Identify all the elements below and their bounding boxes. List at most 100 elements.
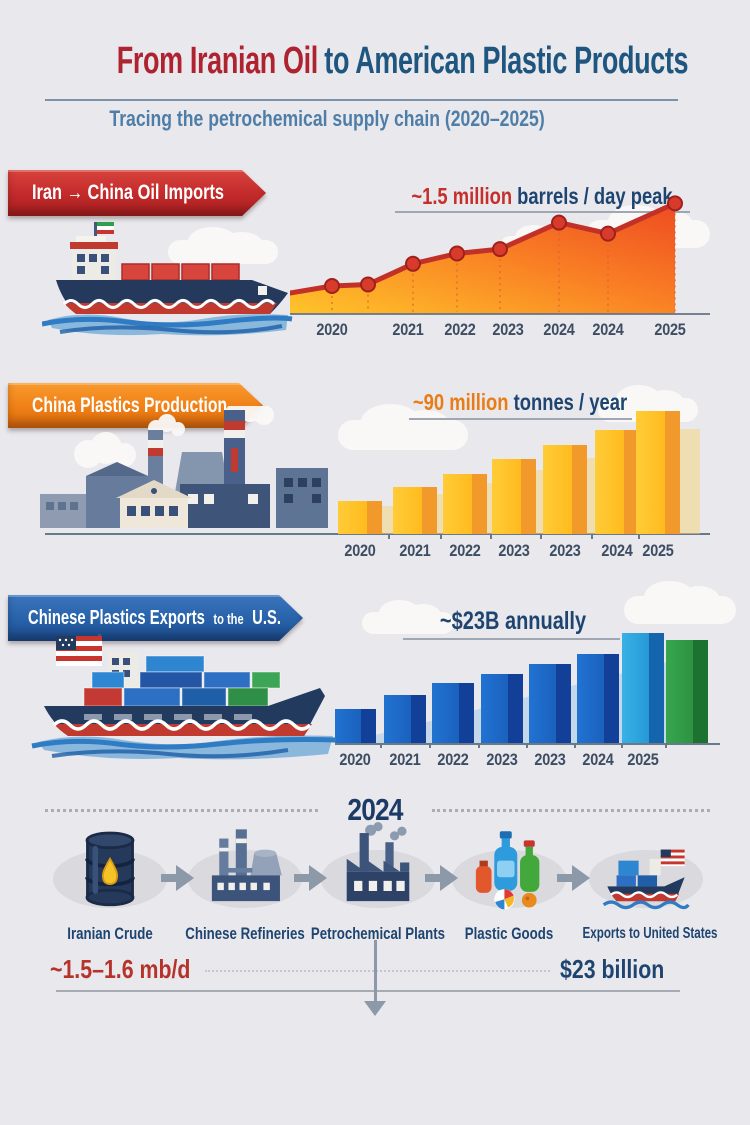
bar-exports-2020 bbox=[335, 709, 376, 743]
axis-tick bbox=[429, 743, 431, 748]
plastics-headline-underline bbox=[409, 418, 632, 420]
stat-export-value: $23 billion bbox=[560, 954, 665, 984]
oil-headline-accent: ~1.5 million bbox=[411, 183, 513, 209]
x-axis-label: 2025 bbox=[627, 750, 659, 769]
x-axis-label: 2023 bbox=[486, 750, 518, 769]
exports-section-banner: Chinese Plastics Exports to the U.S. bbox=[8, 595, 303, 641]
data-point-marker bbox=[600, 225, 616, 242]
oil-barrel-icon bbox=[85, 831, 135, 907]
container-ship-illustration bbox=[31, 634, 337, 760]
step-label-chinese-refineries: Chinese Refineries bbox=[185, 924, 305, 943]
axis-tick bbox=[539, 534, 542, 539]
data-point-marker bbox=[667, 195, 683, 212]
oil-chart-headline: ~1.5 million barrels / day peak bbox=[379, 183, 706, 210]
oil-imports-chart: ~1.5 million barrels / day peak 2020 2021… bbox=[290, 180, 710, 340]
x-axis-label: 2024 bbox=[601, 541, 633, 560]
plastics-headline-accent: ~90 million bbox=[412, 389, 509, 415]
axis-tick bbox=[591, 534, 593, 539]
x-axis-label: 2025 bbox=[642, 541, 674, 560]
x-axis-label: 2023 bbox=[498, 541, 530, 560]
down-arrow-stem bbox=[374, 940, 377, 1002]
plastics-ground-line bbox=[45, 533, 710, 535]
x-axis-label: 2022 bbox=[437, 750, 469, 769]
step-label-plastic-goods: Plastic Goods bbox=[464, 924, 554, 943]
bar-plastics-2023 bbox=[492, 458, 536, 534]
petrochemical-plant-icon bbox=[346, 822, 410, 902]
data-point-marker bbox=[405, 255, 421, 272]
x-axis-label: 2024 bbox=[592, 320, 624, 339]
axis-tick bbox=[489, 534, 492, 539]
exports-headline-text: ~$23B annually bbox=[439, 607, 587, 635]
step-label-petrochemical-plants: Petrochemical Plants bbox=[310, 924, 446, 943]
bar-exports-extra bbox=[666, 639, 708, 743]
oil-tanker-illustration bbox=[42, 222, 293, 336]
refinery-icon bbox=[211, 829, 282, 902]
plastics-chart-headline: ~90 million tonnes / year bbox=[386, 389, 654, 416]
axis-tick bbox=[440, 534, 442, 539]
plastic-goods-icon bbox=[475, 831, 540, 910]
x-axis-label: 2023 bbox=[549, 541, 581, 560]
axis-tick bbox=[620, 743, 623, 748]
axis-tick bbox=[526, 743, 528, 748]
subtitle: Tracing the petrochemical supply chain (… bbox=[109, 106, 545, 131]
bar-exports-2023 bbox=[529, 663, 571, 743]
exports-banner-small: to the bbox=[213, 610, 244, 628]
exports-bars-area: 2020 2021 2022 2023 2023 2024 2025 bbox=[335, 600, 725, 775]
step-label-exports-to-us: Exports to United States bbox=[582, 925, 718, 942]
data-point-marker bbox=[492, 241, 508, 258]
bar-exports-2022 bbox=[432, 683, 474, 743]
cloud bbox=[624, 580, 736, 624]
axis-tick bbox=[387, 534, 390, 539]
bar-plastics-2021 bbox=[393, 487, 437, 534]
factory-illustration bbox=[40, 406, 328, 528]
x-axis-label: 2020 bbox=[344, 541, 376, 560]
x-axis-label: 2021 bbox=[389, 750, 421, 769]
step-label-iranian-crude: Iranian Crude bbox=[67, 924, 153, 943]
plastics-banner-label: China Plastics Production bbox=[32, 393, 228, 417]
exports-chart-headline: ~$23B annually bbox=[422, 607, 605, 636]
x-axis-label: 2021 bbox=[392, 320, 424, 339]
plastics-section-banner: China Plastics Production bbox=[8, 383, 263, 428]
bar-exports-2024 bbox=[577, 654, 619, 743]
page-title: From Iranian Oil to American Plastic Prod… bbox=[0, 40, 716, 83]
us-flag bbox=[56, 636, 102, 666]
x-axis-label: 2022 bbox=[444, 320, 476, 339]
bottom-rule bbox=[56, 990, 680, 992]
oil-headline-underline bbox=[395, 211, 690, 213]
oil-x-axis-labels: 2020 2021 2022 2023 2024 2024 2025 bbox=[290, 320, 710, 340]
bar-plastics-2022 bbox=[443, 473, 487, 534]
x-axis-label: 2021 bbox=[399, 541, 431, 560]
x-axis-label: 2020 bbox=[339, 750, 371, 769]
cloud bbox=[362, 599, 454, 634]
title-rest: to American Plastic Products bbox=[324, 40, 689, 82]
x-axis-label: 2023 bbox=[534, 750, 566, 769]
oil-banner-label: Iran → China Oil Imports bbox=[32, 181, 225, 204]
plastics-bars-area: 2020 2021 2022 2023 2023 2024 2025 bbox=[335, 385, 720, 570]
flow-arrow-icon bbox=[294, 865, 327, 891]
axis-tick bbox=[637, 534, 640, 539]
x-axis-label: 2022 bbox=[449, 541, 481, 560]
oil-headline-rest: barrels / day peak bbox=[512, 183, 673, 209]
exports-chart: ~$23B annually 2020 2021 2022 2023 2023 2024 2… bbox=[335, 600, 725, 775]
x-axis-label: 2024 bbox=[543, 320, 575, 339]
stat-oil-volume: ~1.5–1.6 mb/d bbox=[50, 954, 191, 984]
plastics-headline-rest: tonnes / year bbox=[508, 389, 628, 415]
plastics-production-chart: ~90 million tonnes / year 2020 2021 2022 20… bbox=[335, 385, 720, 570]
oil-section-banner: Iran → China Oil Imports bbox=[8, 170, 266, 216]
exports-banner-main: Chinese Plastics Exports bbox=[28, 606, 205, 629]
divider-dotted-left bbox=[45, 809, 318, 812]
title-underline bbox=[45, 99, 678, 101]
down-arrow-head bbox=[364, 1001, 386, 1016]
axis-tick bbox=[380, 743, 382, 748]
oil-area-fill bbox=[290, 203, 675, 314]
cloud bbox=[338, 403, 468, 450]
x-axis-label: 2024 bbox=[582, 750, 614, 769]
x-axis-label: 2020 bbox=[316, 320, 348, 339]
x-axis-label: 2023 bbox=[492, 320, 524, 339]
bar-plastics-2025 bbox=[636, 410, 680, 534]
axis-tick bbox=[665, 743, 667, 748]
stats-dotted-leader bbox=[205, 970, 550, 972]
flow-arrow-icon bbox=[161, 865, 194, 891]
bar-plastics-2020 bbox=[338, 501, 382, 534]
axis-tick bbox=[574, 743, 576, 748]
